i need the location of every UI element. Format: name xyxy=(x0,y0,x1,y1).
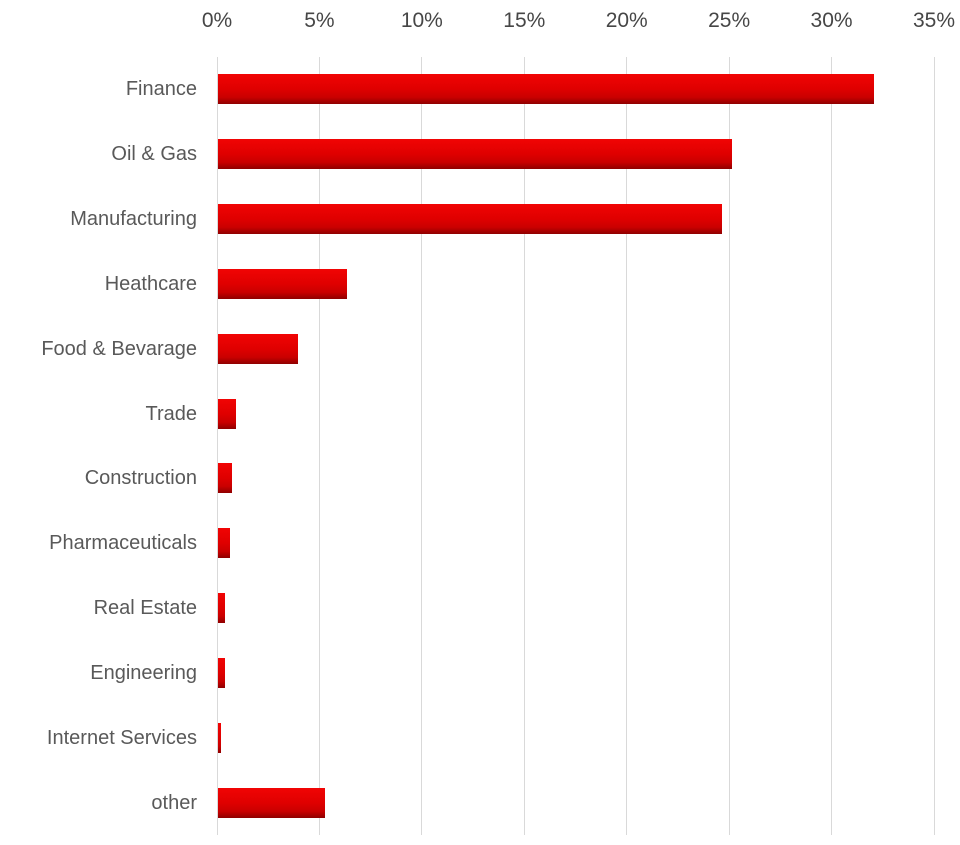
category-label: Pharmaceuticals xyxy=(49,532,197,555)
category-label: Oil & Gas xyxy=(111,143,197,166)
gridline xyxy=(216,57,218,835)
gridline xyxy=(421,57,423,835)
bar xyxy=(218,463,233,494)
category-label: Manufacturing xyxy=(70,208,197,231)
category-label: Heathcare xyxy=(104,272,197,295)
category-label: Internet Services xyxy=(46,726,197,749)
category-label: Finance xyxy=(125,78,197,101)
x-tick-label: 10% xyxy=(400,9,443,32)
gridline xyxy=(523,57,525,835)
bar xyxy=(218,398,237,429)
x-axis: 0% 5% 10% 15% 20% 25% 30% 35% xyxy=(0,0,960,40)
category-label: Engineering xyxy=(90,661,197,684)
x-tick-label: 30% xyxy=(810,9,853,32)
gridline xyxy=(933,57,935,835)
bar xyxy=(218,787,325,818)
category-label: Construction xyxy=(84,467,197,490)
bar xyxy=(218,528,231,559)
gridline xyxy=(626,57,628,835)
category-label: Trade xyxy=(145,402,197,425)
bar xyxy=(218,333,298,364)
bar xyxy=(218,722,222,753)
x-tick-label: 0% xyxy=(201,9,233,32)
bar xyxy=(218,139,733,170)
x-tick-label: 20% xyxy=(605,9,648,32)
x-tick-label: 15% xyxy=(503,9,546,32)
bar xyxy=(218,593,226,624)
gridline xyxy=(728,57,730,835)
gridline xyxy=(318,57,320,835)
x-tick-label: 25% xyxy=(708,9,751,32)
category-label: other xyxy=(151,791,197,814)
bar xyxy=(218,657,226,688)
gridline xyxy=(831,57,833,835)
x-tick-label: 35% xyxy=(912,9,956,32)
bar xyxy=(218,268,348,299)
x-tick-label: 5% xyxy=(304,9,335,32)
bar xyxy=(218,204,722,235)
category-label: Real Estate xyxy=(93,597,197,620)
category-label: Food & Bevarage xyxy=(41,337,197,360)
bar xyxy=(218,74,874,105)
